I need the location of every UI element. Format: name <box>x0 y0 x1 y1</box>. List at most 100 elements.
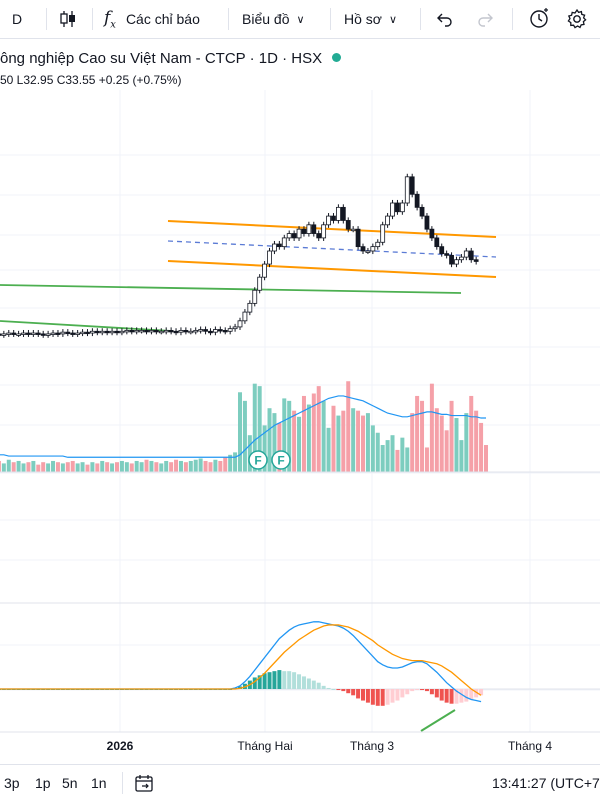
toolbar-divider <box>420 8 421 30</box>
volume-bar <box>449 400 454 472</box>
volume-bar <box>183 462 188 472</box>
volume-bar <box>287 400 292 472</box>
macd-histogram-bar <box>326 687 331 689</box>
macd-histogram-bar <box>287 671 292 689</box>
volume-bar <box>356 410 361 472</box>
volume-bar <box>55 462 60 472</box>
candle-body <box>449 254 454 265</box>
candle-body <box>409 176 415 195</box>
candle-body <box>129 330 135 333</box>
candle-body <box>134 330 140 333</box>
macd-histogram-bar <box>424 689 429 692</box>
macd-histogram-bar <box>346 689 351 694</box>
macd-histogram-bar <box>385 689 390 705</box>
indicators-label: Các chỉ báo <box>125 11 200 27</box>
go-to-date-button[interactable] <box>134 765 154 801</box>
macd-histogram-bar <box>449 689 454 704</box>
profile-button[interactable]: Hồ sơ ∨ <box>344 0 397 38</box>
interval-button[interactable]: D <box>12 0 22 38</box>
chart-type-button[interactable]: Biểu đồ ∨ <box>242 0 305 38</box>
candle-body <box>331 215 336 221</box>
bar-style-button[interactable] <box>58 0 78 38</box>
volume-bar <box>203 460 208 472</box>
volume-bar <box>321 400 326 472</box>
volume-bar <box>267 408 272 472</box>
volume-bar <box>1 463 6 472</box>
volume-bar <box>65 462 70 472</box>
volume-bars <box>0 381 600 473</box>
candle-body <box>85 331 90 335</box>
macd-histogram-bar <box>301 676 306 689</box>
redo-button[interactable] <box>476 0 494 38</box>
volume-bar <box>193 459 198 472</box>
volume-bar <box>119 460 124 472</box>
candle-body <box>158 330 164 334</box>
macd-histogram-bar <box>434 689 439 698</box>
candle-body <box>424 215 430 230</box>
candle-body <box>291 233 297 239</box>
settings-button[interactable] <box>566 0 588 38</box>
quick-search-button[interactable] <box>528 0 550 38</box>
symbol-legend[interactable]: ông nghiệp Cao su Việt Nam - CTCP · 1D ·… <box>0 50 342 67</box>
signal-line <box>0 624 482 696</box>
undo-icon <box>437 13 452 27</box>
candle-body <box>6 332 12 335</box>
trendlines <box>0 220 497 332</box>
support-line <box>0 284 462 294</box>
candle-body <box>65 331 71 335</box>
toolbar-divider <box>512 8 513 30</box>
candle-body <box>390 202 395 217</box>
range-1m-button[interactable]: 1p <box>35 765 51 801</box>
volume-bar <box>95 463 100 472</box>
undo-button[interactable] <box>436 0 454 38</box>
chart-type-label: Biểu đồ <box>242 11 290 27</box>
range-1d-button[interactable]: 1n <box>91 765 107 801</box>
macd-histogram-bar <box>459 689 464 703</box>
candle-body <box>75 332 81 335</box>
volume-bar <box>46 463 51 472</box>
volume-bar <box>31 460 36 472</box>
volume-bar <box>110 463 115 472</box>
macd-histogram-bar <box>321 685 326 689</box>
candle-body <box>444 253 450 256</box>
volume-bar <box>21 463 26 472</box>
candle-body <box>198 329 204 332</box>
toolbar-divider <box>46 8 47 30</box>
volume-bar <box>85 464 90 472</box>
volume-bar <box>60 463 65 472</box>
range-3m-button[interactable]: 3p <box>4 765 20 801</box>
candle-body <box>311 224 317 234</box>
alert-clock-icon <box>530 8 548 28</box>
candle-body <box>326 215 331 226</box>
indicators-button[interactable]: fx Các chỉ báo <box>104 0 200 38</box>
candle-body <box>434 237 440 248</box>
dividend-badge <box>248 450 268 470</box>
candle-body <box>360 246 366 252</box>
macd-histogram-bar <box>316 682 321 689</box>
volume-bar <box>0 460 1 472</box>
volume-bar <box>257 386 262 472</box>
range-5d-button[interactable]: 5n <box>62 765 78 801</box>
macd-histogram-bar <box>429 689 434 695</box>
upper-channel-line <box>167 220 497 238</box>
volume-bar <box>169 462 174 472</box>
macd-divergence-line <box>420 709 456 732</box>
candle-body <box>232 326 238 330</box>
volume-bar <box>252 383 257 472</box>
candle-body <box>385 215 391 226</box>
candle-body <box>183 330 189 333</box>
candle-body <box>458 256 464 261</box>
candle-body <box>473 259 479 262</box>
volume-bar <box>90 462 95 472</box>
volume-bar <box>410 413 415 472</box>
macd-histogram-bar <box>479 689 484 696</box>
volume-bar <box>105 462 110 472</box>
macd-histogram-bar <box>380 689 385 706</box>
candle-body <box>267 250 272 265</box>
market-status-dot <box>332 53 342 62</box>
volume-bar <box>272 413 277 472</box>
candle-body <box>144 330 149 333</box>
profile-label: Hồ sơ <box>344 11 382 27</box>
clock-readout[interactable]: 13:41:27 (UTC+7 <box>492 765 600 801</box>
